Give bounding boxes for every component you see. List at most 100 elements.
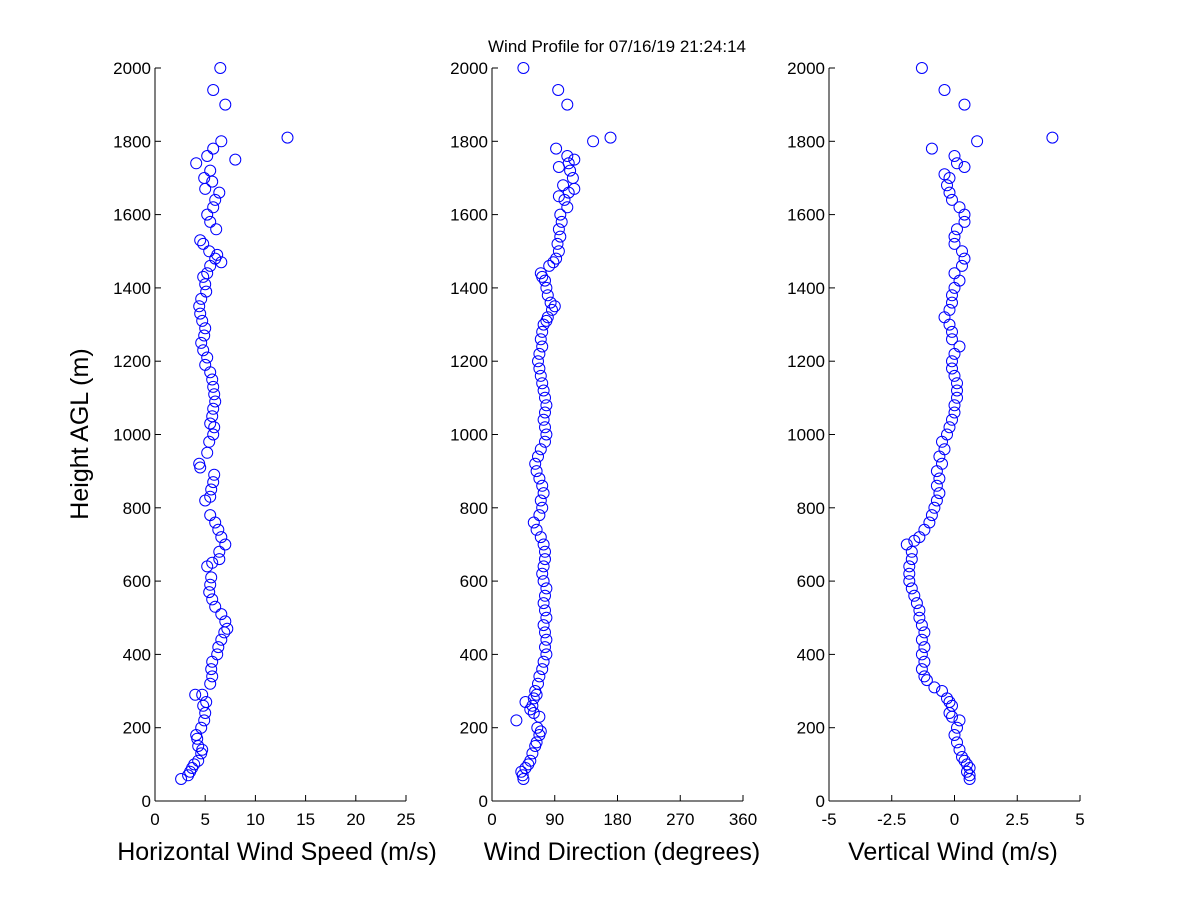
x-axis: -5 -2.5 0 2.5 5 (821, 795, 1085, 829)
data-point (534, 267, 547, 280)
y-tick-label: 200 (460, 719, 488, 738)
data-point (550, 252, 563, 265)
data-point (527, 516, 540, 529)
y-tick-label: 600 (460, 572, 488, 591)
figure-title: Wind Profile for 07/16/19 21:24:14 (488, 37, 746, 56)
data-point (953, 274, 966, 287)
data-point (958, 252, 971, 265)
data-point (552, 84, 565, 96)
data-point (903, 567, 916, 580)
data-point (956, 751, 968, 763)
data-point (946, 362, 958, 375)
y-axis: 0 200 400 600 800 1000 1200 1400 1600 1800 2000 (787, 59, 835, 811)
y-tick-label: 1400 (787, 279, 825, 298)
x-tick-label: -5 (821, 810, 836, 829)
data-point (207, 428, 220, 441)
data-point (203, 586, 216, 599)
data-point (941, 428, 953, 441)
data-point (205, 663, 218, 676)
data-point (953, 743, 966, 756)
x-tick-label: 0 (950, 810, 959, 829)
data-point (536, 479, 549, 492)
y-tick-label: 0 (816, 792, 825, 811)
data-point (209, 193, 222, 206)
data-point (946, 355, 958, 368)
data-point (214, 62, 227, 74)
data-point (1046, 131, 1059, 144)
data-point (200, 696, 213, 708)
x-tick-label: 15 (296, 810, 315, 829)
data-point (204, 509, 217, 522)
data-point (199, 707, 212, 719)
data-point (951, 377, 963, 390)
data-point (198, 714, 211, 727)
data-point (533, 472, 546, 485)
data-point (537, 619, 550, 632)
data-point (530, 465, 543, 478)
data-point (539, 435, 551, 448)
data-point (963, 762, 976, 774)
data-point (192, 754, 205, 767)
data-point (948, 150, 961, 162)
data-point (211, 248, 224, 261)
data-point (534, 494, 547, 507)
data-point (201, 446, 214, 459)
data-point (186, 762, 199, 774)
data-point (905, 553, 918, 566)
y-tick-label: 1800 (450, 132, 488, 151)
y-tick-label: 200 (797, 719, 825, 738)
x-tick-label: 270 (666, 810, 694, 829)
data-point (194, 234, 207, 247)
data-point (943, 303, 956, 316)
data-point (544, 296, 557, 309)
data-point (547, 256, 560, 269)
data-point (946, 413, 958, 426)
data-point (201, 208, 214, 221)
data-point (587, 135, 600, 148)
y-tick-label: 0 (142, 792, 151, 811)
data-point (206, 655, 219, 668)
data-point (925, 142, 938, 155)
y-tick-label: 0 (479, 792, 488, 811)
data-point (953, 340, 966, 353)
data-point (209, 516, 222, 529)
data-point (925, 509, 938, 522)
panel-speed: 0 200 400 600 800 1000 1200 1400 1600 1800 2000 0 5… (113, 59, 437, 866)
data-point (933, 487, 946, 500)
data-point (211, 648, 224, 661)
data-point (536, 340, 549, 353)
y-tick-label: 400 (460, 645, 488, 664)
data-point (961, 765, 973, 778)
data-point (189, 688, 202, 701)
data-point (534, 333, 547, 346)
data-point (536, 501, 549, 514)
data-point (948, 729, 961, 741)
data-point (204, 490, 217, 503)
data-point (540, 582, 553, 595)
data-point (953, 201, 966, 214)
data-point (900, 538, 913, 551)
data-point (517, 62, 530, 74)
data-point (540, 648, 553, 661)
data-point (193, 457, 206, 470)
data-point (218, 626, 231, 639)
data-point (204, 417, 217, 430)
x-axis-label: Horizontal Wind Speed (m/s) (117, 838, 437, 866)
data-point (219, 538, 232, 551)
data-point (207, 380, 220, 393)
data-point (905, 582, 918, 595)
data-point (905, 545, 918, 558)
data-point (552, 245, 565, 258)
data-point (948, 237, 961, 250)
data-point (198, 172, 211, 184)
y-tick-label: 2000 (113, 59, 151, 78)
y-tick-label: 600 (797, 572, 825, 591)
data-point (195, 336, 208, 349)
data-point (566, 172, 579, 184)
data-point (510, 714, 523, 727)
data-point (201, 267, 214, 280)
data-point (943, 421, 956, 434)
data-point (194, 307, 207, 320)
data-point (536, 663, 549, 676)
